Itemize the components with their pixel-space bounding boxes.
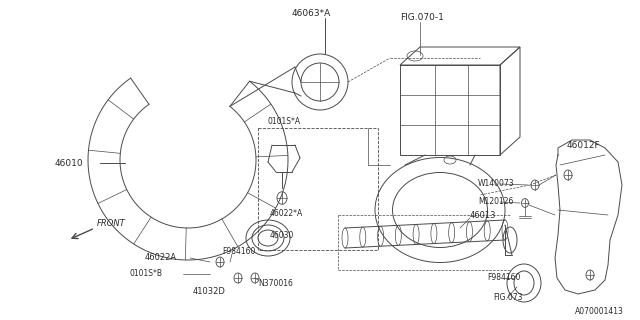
Text: FRONT: FRONT (97, 220, 125, 228)
Text: 46030: 46030 (270, 231, 294, 241)
Text: W140073: W140073 (478, 179, 515, 188)
Text: FIG.073: FIG.073 (493, 293, 522, 302)
Text: F984160: F984160 (222, 247, 255, 257)
Text: 46012F: 46012F (567, 140, 600, 149)
Text: 0101S*B: 0101S*B (130, 269, 163, 278)
Text: FIG.070-1: FIG.070-1 (400, 13, 444, 22)
Text: 46022*A: 46022*A (270, 209, 303, 218)
Text: 0101S*A: 0101S*A (268, 117, 301, 126)
Text: 46022A: 46022A (145, 253, 177, 262)
Text: A070001413: A070001413 (575, 308, 624, 316)
Text: 41032D: 41032D (193, 287, 226, 297)
Text: N370016: N370016 (258, 278, 293, 287)
Text: 46013: 46013 (470, 211, 497, 220)
Text: M120126: M120126 (478, 197, 513, 206)
Text: 46063*A: 46063*A (292, 10, 332, 19)
Text: F984160: F984160 (487, 274, 520, 283)
Text: 46010: 46010 (55, 158, 84, 167)
